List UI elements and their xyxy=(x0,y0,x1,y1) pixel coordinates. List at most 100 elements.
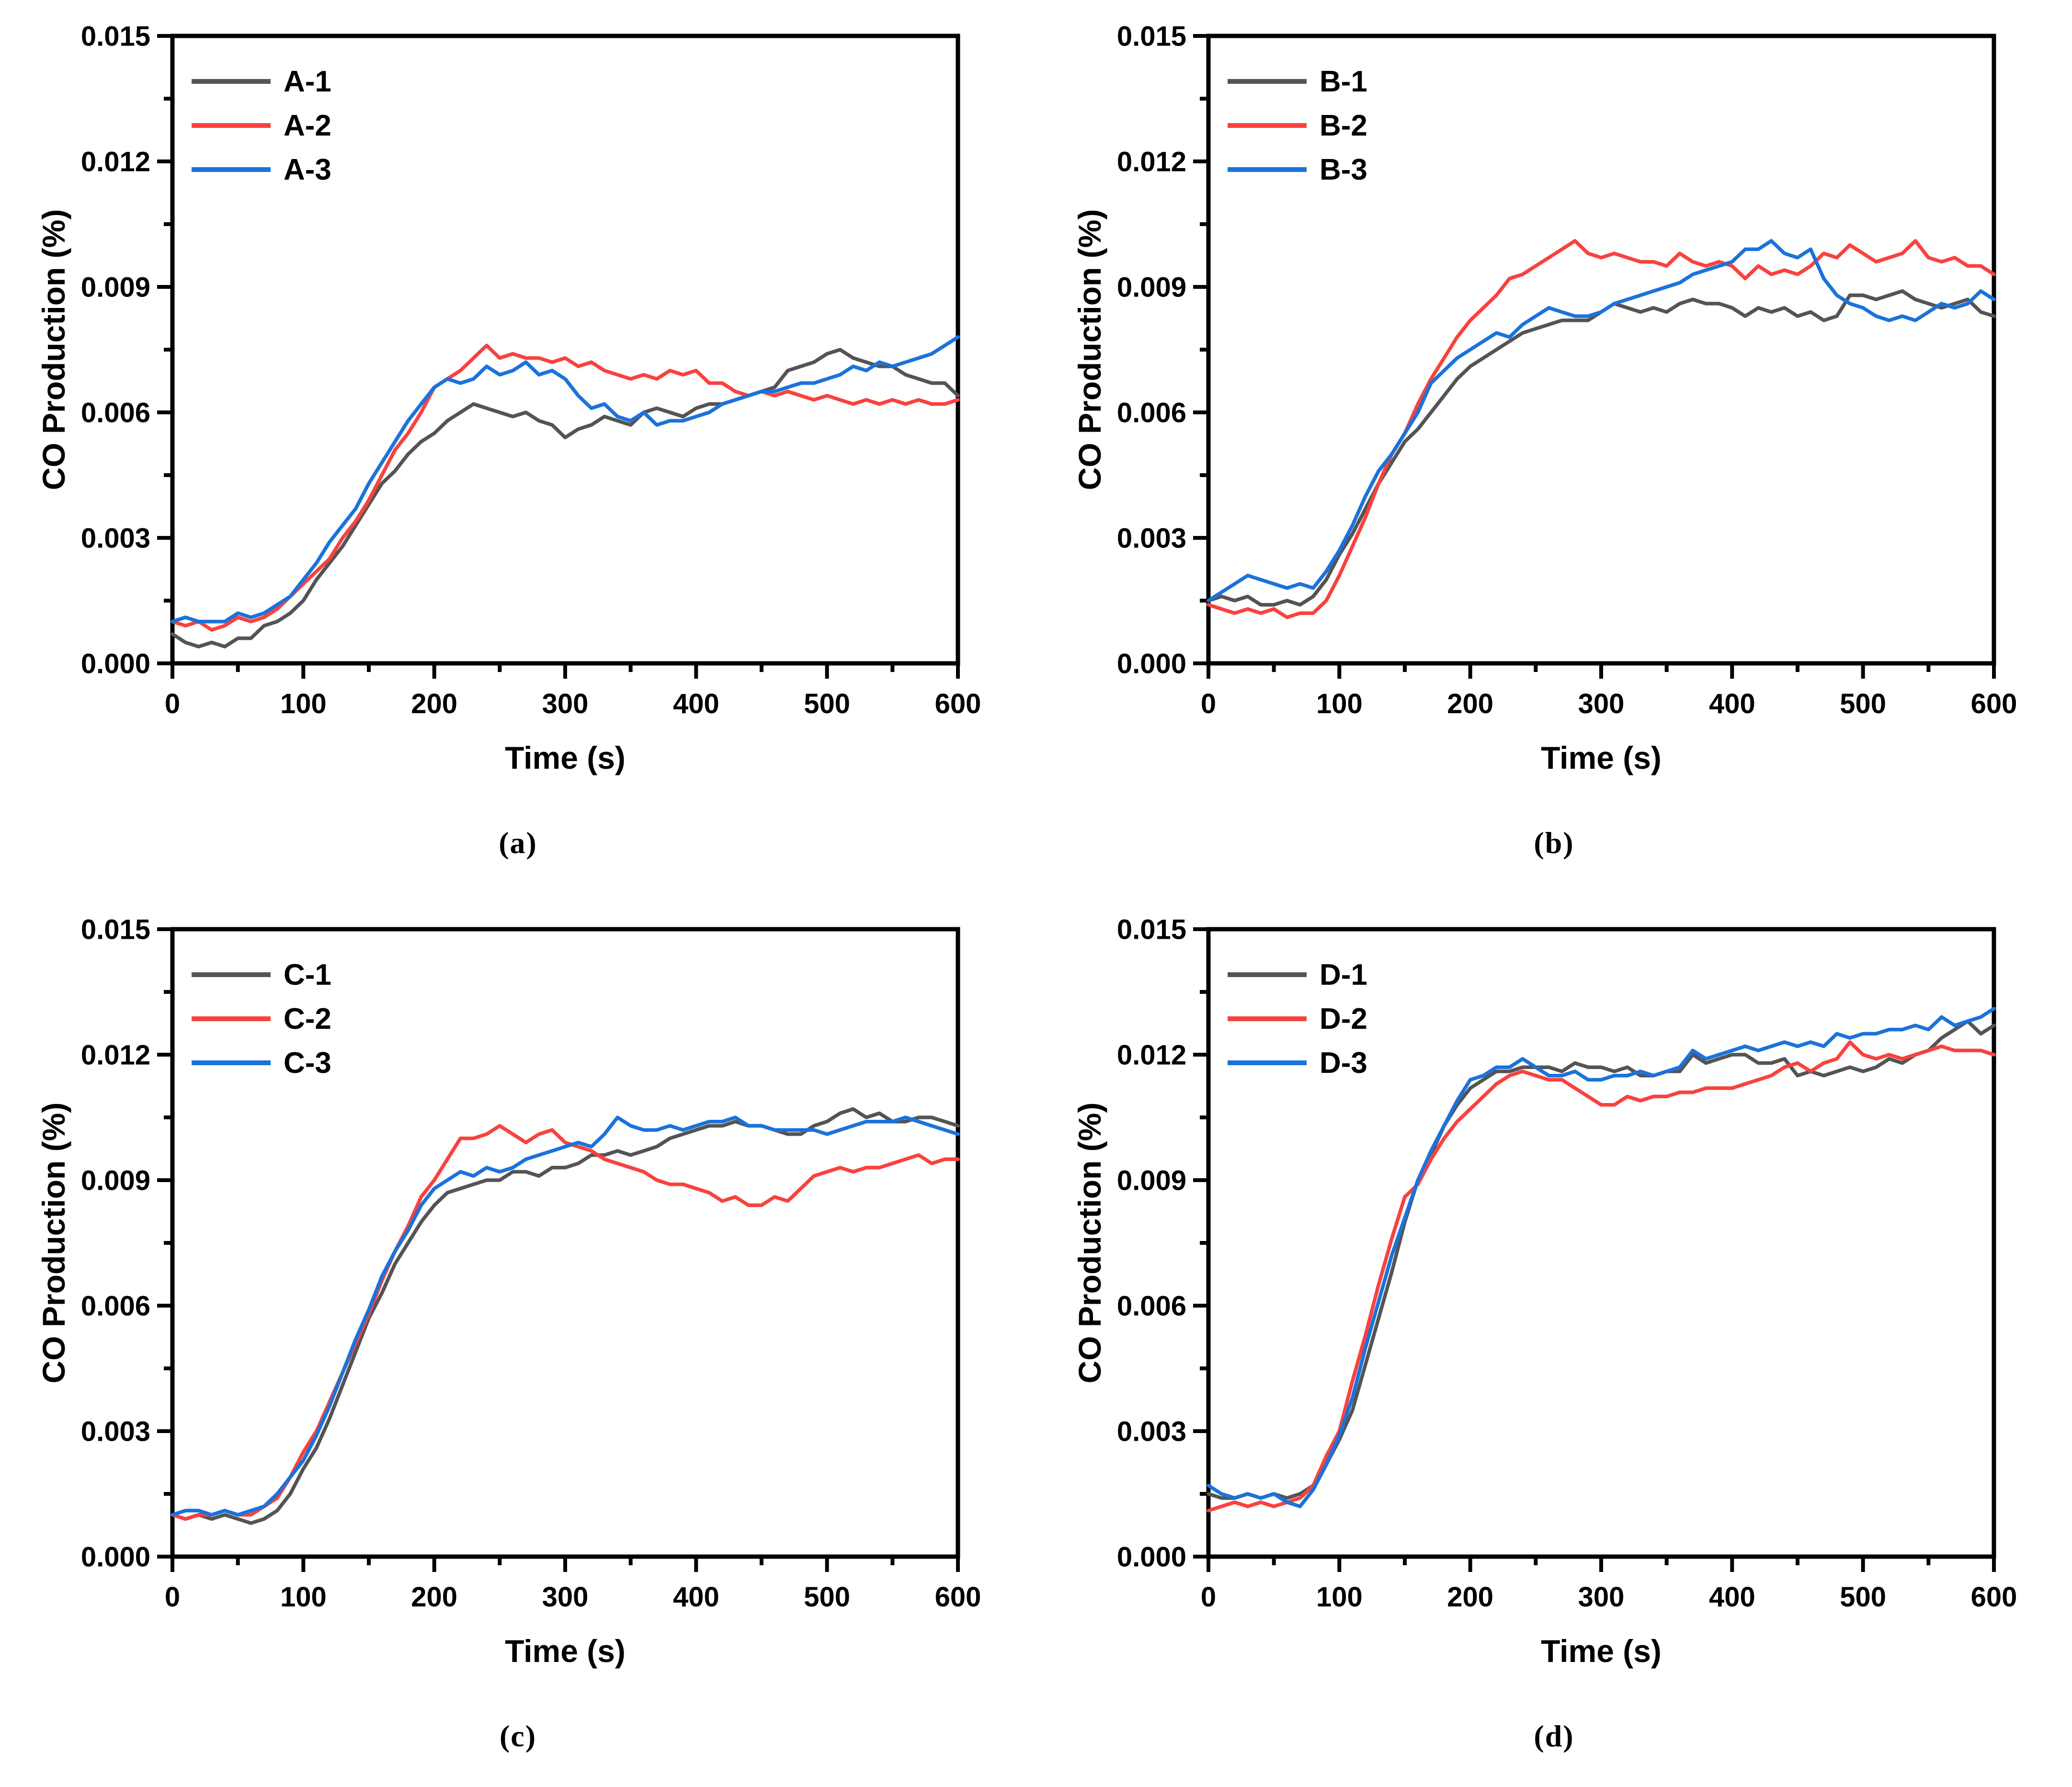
series-lines xyxy=(1207,1007,1996,1513)
x-tick-label: 100 xyxy=(1316,1582,1363,1613)
y-tick-label: 0.006 xyxy=(1117,1290,1186,1321)
legend: D-1 D-2 D-3 xyxy=(1228,958,1367,1080)
y-axis: 0.000 0.003 0.006 0.009 0.012 0.015 xyxy=(1117,914,1208,1572)
legend-label-D-3: D-3 xyxy=(1320,1047,1367,1080)
y-tick-label: 0.003 xyxy=(81,523,150,554)
y-tick-label: 0.000 xyxy=(81,1541,150,1572)
x-tick-label: 100 xyxy=(280,1582,327,1613)
series-lines xyxy=(171,1107,960,1525)
y-tick-label: 0.003 xyxy=(1117,523,1186,554)
legend-label-D-1: D-1 xyxy=(1320,958,1367,991)
y-tick-label: 0.009 xyxy=(81,272,150,303)
panel-b: 0.000 0.003 0.006 0.009 0.012 0.015 0 100 200 300… xyxy=(1036,0,2072,893)
x-tick-label: 100 xyxy=(1316,688,1363,719)
chart-canvas-d: 0.000 0.003 0.006 0.009 0.012 0.015 0 100 200 300… xyxy=(1072,914,2017,1669)
series-line-A-2 xyxy=(171,343,960,632)
panel-c: 0.000 0.003 0.006 0.009 0.012 0.015 0 100 200 300… xyxy=(0,893,1036,1787)
series-line-D-1 xyxy=(1207,1019,1996,1500)
y-tick-label: 0.009 xyxy=(1117,1165,1186,1196)
y-tick-label: 0.006 xyxy=(81,1290,150,1321)
x-tick-label: 500 xyxy=(1840,688,1886,719)
y-tick-label: 0.000 xyxy=(1117,648,1186,679)
y-tick-label: 0.003 xyxy=(1117,1416,1186,1447)
y-tick-label: 0.000 xyxy=(1117,1541,1186,1572)
series-line-B-3 xyxy=(1207,239,1996,603)
x-tick-label: 400 xyxy=(1709,1582,1755,1613)
series-lines xyxy=(1207,239,1996,619)
legend-label-B-1: B-1 xyxy=(1320,65,1367,98)
x-tick-label: 0 xyxy=(165,688,180,719)
y-tick-label: 0.012 xyxy=(1117,1039,1186,1070)
caption-b: (b) xyxy=(1534,826,1574,860)
legend-label-C-1: C-1 xyxy=(284,958,331,991)
y-axis-title: CO Production (%) xyxy=(36,209,71,490)
chart-canvas-b: 0.000 0.003 0.006 0.009 0.012 0.015 0 100 200 300… xyxy=(1072,21,2017,775)
caption-a: (a) xyxy=(499,826,537,860)
chart-canvas-c: 0.000 0.003 0.006 0.009 0.012 0.015 0 100 200 300… xyxy=(36,914,981,1669)
y-tick-label: 0.003 xyxy=(81,1416,150,1447)
legend: B-1 B-2 B-3 xyxy=(1228,65,1367,186)
x-tick-label: 200 xyxy=(1447,1582,1493,1613)
y-tick-label: 0.009 xyxy=(1117,272,1186,303)
chart-canvas-a: 0.000 0.003 0.006 0.009 0.012 0.015 0 100 200 300… xyxy=(36,21,981,775)
legend-label-B-3: B-3 xyxy=(1320,153,1367,186)
x-tick-label: 400 xyxy=(1709,688,1755,719)
x-tick-label: 400 xyxy=(673,688,719,719)
x-tick-label: 500 xyxy=(804,1582,850,1613)
legend: C-1 C-2 C-3 xyxy=(192,958,331,1080)
y-tick-label: 0.000 xyxy=(81,648,150,679)
legend-label-A-2: A-2 xyxy=(284,109,331,142)
series-line-A-3 xyxy=(171,335,960,624)
series-lines xyxy=(171,335,960,649)
x-tick-label: 600 xyxy=(1971,1582,2017,1613)
y-axis: 0.000 0.003 0.006 0.009 0.012 0.015 xyxy=(81,914,172,1572)
y-tick-label: 0.006 xyxy=(1117,397,1186,428)
y-axis: 0.000 0.003 0.006 0.009 0.012 0.015 xyxy=(1117,21,1208,679)
legend-label-C-2: C-2 xyxy=(284,1002,331,1036)
series-line-C-2 xyxy=(171,1124,960,1521)
x-tick-label: 400 xyxy=(673,1582,719,1613)
series-line-B-1 xyxy=(1207,289,1996,607)
y-tick-label: 0.015 xyxy=(81,914,150,945)
y-tick-label: 0.015 xyxy=(81,21,150,52)
x-tick-label: 500 xyxy=(804,688,850,719)
legend-label-A-1: A-1 xyxy=(284,65,331,98)
x-tick-label: 600 xyxy=(935,1582,981,1613)
x-tick-label: 0 xyxy=(165,1582,180,1613)
legend-label-B-2: B-2 xyxy=(1320,109,1367,142)
x-tick-label: 600 xyxy=(935,688,981,719)
series-line-C-3 xyxy=(171,1115,960,1517)
y-tick-label: 0.015 xyxy=(1117,914,1186,945)
x-tick-label: 500 xyxy=(1840,1582,1886,1613)
panel-a: 0.000 0.003 0.006 0.009 0.012 0.015 0 100 200 300… xyxy=(0,0,1036,893)
y-tick-label: 0.012 xyxy=(1117,146,1186,177)
x-axis: 0 100 200 300 400 500 600 xyxy=(165,1557,981,1613)
y-tick-label: 0.009 xyxy=(81,1165,150,1196)
x-axis: 0 100 200 300 400 500 600 xyxy=(1201,663,2017,719)
series-line-D-2 xyxy=(1207,1040,1996,1513)
y-axis: 0.000 0.003 0.006 0.009 0.012 0.015 xyxy=(81,21,172,679)
caption-c: (c) xyxy=(499,1719,537,1753)
x-axis-title: Time (s) xyxy=(505,1633,626,1669)
y-axis-title: CO Production (%) xyxy=(36,1103,71,1384)
x-tick-label: 300 xyxy=(1578,1582,1625,1613)
legend-label-C-3: C-3 xyxy=(284,1047,331,1080)
panel-d: 0.000 0.003 0.006 0.009 0.012 0.015 0 100 200 300… xyxy=(1036,893,2072,1787)
x-tick-label: 200 xyxy=(411,1582,457,1613)
y-tick-label: 0.012 xyxy=(81,1039,150,1070)
x-tick-label: 0 xyxy=(1201,1582,1216,1613)
x-tick-label: 300 xyxy=(542,1582,589,1613)
x-tick-label: 100 xyxy=(280,688,327,719)
x-tick-label: 300 xyxy=(542,688,589,719)
legend-label-D-2: D-2 xyxy=(1320,1002,1367,1036)
series-line-A-1 xyxy=(171,348,960,649)
x-axis-title: Time (s) xyxy=(505,740,626,775)
series-line-C-1 xyxy=(171,1107,960,1525)
y-tick-label: 0.006 xyxy=(81,397,150,428)
x-axis-title: Time (s) xyxy=(1541,740,1662,775)
x-tick-label: 200 xyxy=(1447,688,1493,719)
x-tick-label: 300 xyxy=(1578,688,1625,719)
x-tick-label: 600 xyxy=(1971,688,2017,719)
y-axis-title: CO Production (%) xyxy=(1072,1103,1107,1384)
